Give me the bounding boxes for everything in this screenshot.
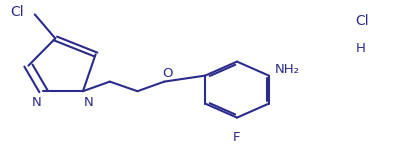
Text: N: N xyxy=(84,96,94,109)
Text: N: N xyxy=(32,96,41,109)
Text: O: O xyxy=(162,67,172,80)
Text: F: F xyxy=(233,131,241,144)
Text: H: H xyxy=(356,41,365,55)
Text: Cl: Cl xyxy=(356,14,369,28)
Text: Cl: Cl xyxy=(10,5,23,19)
Text: NH₂: NH₂ xyxy=(275,63,300,76)
